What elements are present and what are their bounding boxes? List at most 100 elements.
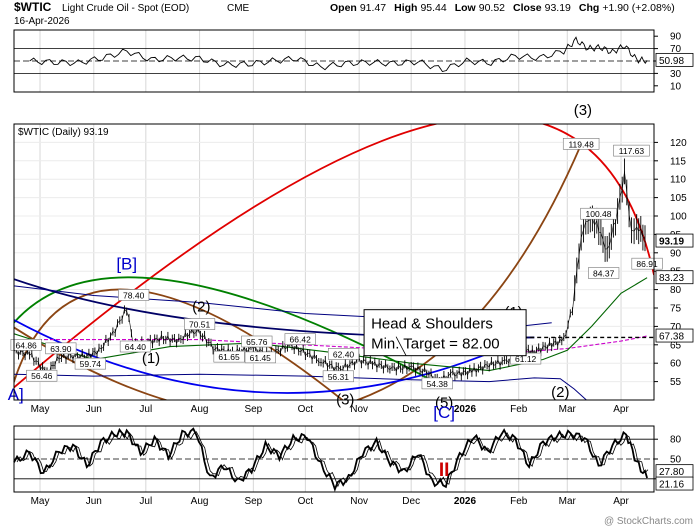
price-value-label: 64.40 (125, 342, 147, 352)
price-panel: 55606570758085909510010511011512064.8663… (8, 102, 694, 415)
price-value-label-box (241, 335, 273, 348)
stochastic-panel: 205080[C]II27.8021.16MayJunJulAugSepOctN… (13, 403, 694, 507)
stoch-frame (13, 425, 655, 493)
ticker-symbol: $WTIC (14, 0, 52, 14)
open-label: Open (330, 2, 357, 14)
price-value-label: 100.48 (585, 209, 611, 219)
price-value-label: 117.63 (619, 146, 645, 156)
price-value-label: 84.37 (593, 269, 615, 279)
wave-label: A] (8, 385, 24, 404)
price-tick-label: 80 (670, 285, 682, 296)
price-value-label-box (631, 257, 663, 270)
stoch-wave-label: [C] (433, 403, 455, 422)
stoch-x-tick-label: Feb (510, 496, 528, 507)
cycle-arc (14, 276, 442, 387)
wave-label: (3) (574, 102, 592, 119)
price-tick-label: 75 (670, 304, 682, 315)
stoch-x-tick-label: Jul (139, 496, 152, 507)
price-x-tick-label: Dec (402, 404, 420, 415)
price-right-label: 67.38 (659, 332, 684, 343)
price-x-tick-label: Sep (244, 404, 262, 415)
price-value-label: 66.42 (290, 335, 312, 345)
rsi-frame (13, 29, 655, 93)
price-value-label: 61.45 (250, 353, 272, 363)
stoch-tick-label: 80 (670, 435, 682, 446)
stoch-signal-last-value-box (655, 476, 694, 491)
price-tick-label: 105 (670, 193, 687, 204)
price-value-label-box (74, 357, 106, 370)
price-panel-title: $WTIC (Daily) 93.19 (18, 127, 109, 138)
annotation-box (363, 309, 527, 357)
price-value-label-box (562, 138, 600, 150)
price-tick-label: 115 (670, 156, 686, 167)
chg-label: Chg (579, 2, 599, 14)
chart-date: 16-Apr-2026 (14, 16, 70, 27)
annotation-pointer (395, 336, 407, 356)
price-value-label-box (119, 340, 151, 353)
cycle-arc (14, 143, 582, 400)
price-value-label-box (184, 318, 216, 330)
price-value-label: 65.76 (246, 337, 268, 347)
price-value-label-box (213, 350, 245, 363)
stoch-x-tick-label: Oct (298, 496, 314, 507)
price-value-label: 70.51 (189, 320, 211, 330)
price-value-label-box (322, 370, 354, 383)
stoch-x-tick-label: Jun (86, 496, 102, 507)
bollinger-band-line (14, 373, 587, 400)
price-tick-label: 65 (670, 340, 682, 351)
stoch-x-tick-label: Aug (191, 496, 209, 507)
stoch-x-tick-label: Mar (559, 496, 577, 507)
price-x-tick-label: Aug (191, 404, 209, 415)
instrument-name: Light Crude Oil - Spot (EOD) (62, 3, 189, 14)
price-x-tick-label: Jun (86, 404, 102, 415)
price-value-label-box (327, 348, 360, 360)
price-value-label: 56.31 (328, 372, 350, 382)
price-value-label: 86.91 (636, 259, 658, 269)
price-frame (13, 123, 655, 401)
wave-label: (5) (435, 394, 453, 411)
close-value: 93.19 (545, 2, 571, 14)
price-value-label-box (10, 339, 42, 351)
price-value-label-box (284, 333, 316, 345)
high-value: 95.44 (420, 2, 446, 14)
price-x-tick-label: Nov (350, 404, 368, 415)
price-value-label: 63.90 (50, 344, 72, 354)
stoch-last-value: 27.80 (659, 467, 684, 478)
wave-label: (2) (192, 299, 210, 316)
chg-value: +1.90 (+2.08%) (602, 2, 674, 14)
high-label: High (394, 2, 417, 14)
low-value: 90.52 (479, 2, 505, 14)
stoch-x-tick-label: May (31, 496, 50, 507)
price-value-label: 119.48 (568, 139, 594, 149)
price-x-tick-label: Feb (510, 404, 528, 415)
wave-label: (2) (551, 384, 569, 401)
stoch-wave-label: II (439, 460, 450, 481)
price-value-label-box (580, 207, 617, 220)
stoch-x-tick-label: Sep (244, 496, 262, 507)
cycle-arc (14, 318, 527, 394)
stoch-line (13, 427, 648, 492)
stoch-x-tick-label: Dec (402, 496, 420, 507)
sma50-line (14, 277, 648, 372)
price-tick-label: 60 (670, 359, 682, 370)
stoch-x-tick-label: Apr (613, 496, 629, 507)
close-line (14, 171, 646, 382)
annotation-title: Head & Shoulders (371, 316, 493, 333)
rsi-panel: 103050709050.98 (13, 29, 694, 93)
price-x-tick-label: May (31, 404, 50, 415)
price-value-label-box (588, 267, 620, 279)
price-right-label-box (655, 328, 694, 343)
watermark: @ StockCharts.com (604, 516, 693, 527)
price-tick-label: 70 (670, 322, 682, 333)
stoch-x-tick-label: 2026 (454, 496, 477, 507)
close-label: Close (513, 2, 542, 14)
price-right-label: 83.23 (659, 273, 684, 284)
price-value-label: 59.74 (80, 359, 102, 369)
rsi-line (29, 36, 648, 73)
price-value-label: 64.86 (16, 340, 38, 350)
price-value-label: 56.46 (31, 371, 53, 381)
price-value-label-box (45, 342, 77, 355)
price-value-label-box (244, 351, 276, 364)
price-tick-label: 110 (670, 175, 686, 186)
